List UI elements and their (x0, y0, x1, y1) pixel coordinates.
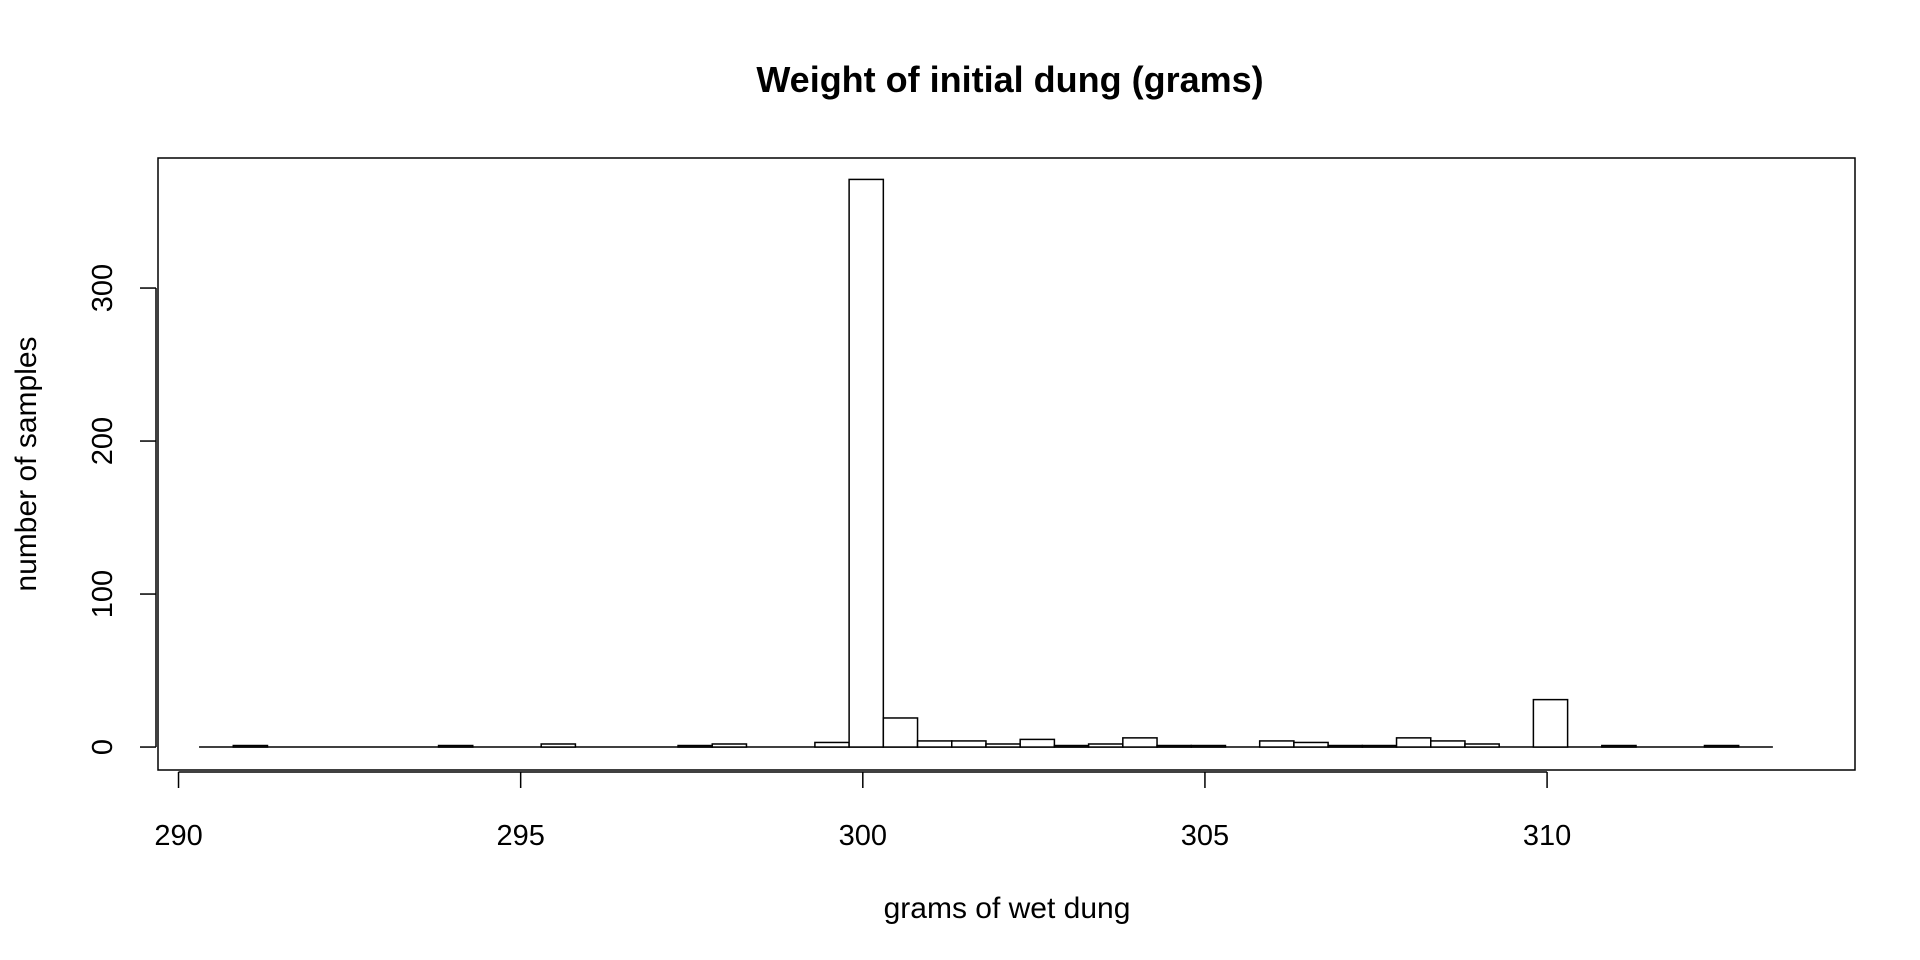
histogram-bar (1430, 740, 1466, 748)
histogram-bar (1122, 737, 1158, 748)
plot-frame (157, 157, 1856, 771)
histogram-bar (1087, 743, 1124, 748)
x-axis: 290 295 300 305 310 (154, 771, 1571, 852)
x-axis-label: grams of wet dung (884, 892, 1131, 925)
histogram-bar (232, 744, 269, 748)
histogram-bar (1293, 741, 1329, 748)
histogram-bar (916, 740, 953, 748)
histogram-bar (1532, 698, 1569, 748)
y-axis: 0 100 200 300 (87, 264, 157, 755)
y-tick-label: 300 (87, 264, 119, 312)
histogram-bar (1395, 737, 1432, 748)
histogram-bar (1156, 744, 1193, 748)
histogram-bar (985, 743, 1021, 748)
histogram-bar (437, 744, 474, 748)
histogram-bar (540, 743, 577, 748)
histogram-bar (1019, 738, 1056, 748)
x-tick-label: 295 (496, 820, 544, 852)
histogram-bar (1190, 744, 1227, 748)
x-tick-label: 310 (1523, 820, 1571, 852)
x-tick-label: 300 (839, 820, 887, 852)
chart-title: Weight of initial dung (grams) (756, 59, 1263, 100)
histogram-bar (848, 178, 885, 748)
histogram-bar (711, 743, 748, 748)
histogram-bar (1258, 740, 1295, 748)
y-tick-label: 0 (87, 739, 119, 755)
histogram-bar (882, 717, 919, 748)
y-tick-label: 200 (87, 417, 119, 465)
x-tick-label: 290 (154, 820, 202, 852)
histogram-bars (199, 178, 1773, 748)
histogram-bar (814, 741, 850, 748)
histogram-bar (951, 740, 987, 748)
x-tick-label: 305 (1181, 820, 1229, 852)
histogram-bar (1053, 744, 1090, 748)
histogram-bar (1464, 743, 1500, 748)
y-tick-label: 100 (87, 570, 119, 618)
histogram-bar (1601, 744, 1637, 748)
histogram-bar (1703, 744, 1740, 748)
histogram-bar (1361, 744, 1398, 748)
histogram-bar (1327, 744, 1364, 748)
histogram-bar (677, 744, 714, 748)
y-axis-label: number of samples (10, 336, 43, 591)
